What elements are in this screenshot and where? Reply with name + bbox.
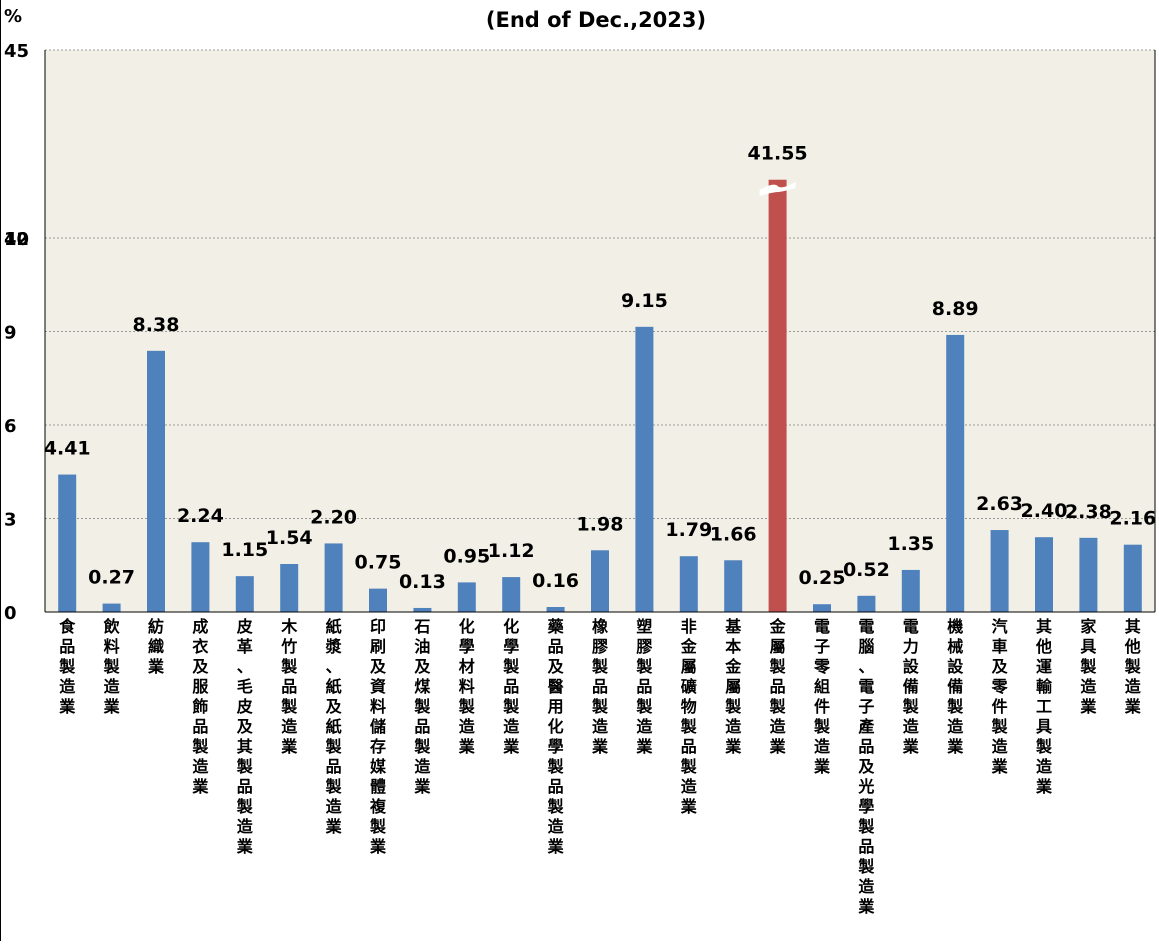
bar [1123, 544, 1142, 612]
data-label: 1.79 [665, 519, 712, 541]
data-label: 4.41 [44, 438, 91, 460]
data-label: 1.35 [887, 533, 934, 555]
y-axis-unit-label: % [4, 6, 22, 27]
y-tick-label: 6 [4, 416, 17, 437]
data-label: 0.52 [843, 559, 890, 581]
data-label: 1.12 [488, 540, 535, 562]
data-label: 0.16 [532, 570, 579, 592]
category-label: 飲料製造業 [103, 617, 121, 716]
bar [591, 550, 609, 612]
data-label: 2.20 [310, 506, 357, 528]
bar [102, 603, 121, 612]
category-label: 其他運輸工具製造業 [1035, 617, 1053, 796]
category-label: 電子零組件製造業 [813, 617, 831, 776]
category-label: 非金屬礦物製品製造業 [680, 617, 698, 816]
bar [946, 334, 965, 612]
category-label: 成衣及服飾品製造業 [191, 617, 209, 796]
category-label: 電腦、電子產品及光學製品製造業 [857, 617, 875, 916]
category-label: 電力設備製造業 [902, 617, 920, 756]
bar [191, 542, 210, 612]
bar [147, 350, 165, 612]
y-tick-label: 45 [4, 41, 29, 62]
data-label: 0.25 [799, 567, 846, 589]
bar [324, 543, 343, 612]
data-label: 2.24 [177, 505, 224, 527]
bar [635, 326, 654, 612]
bar [679, 556, 698, 612]
category-label: 基本金屬製造業 [724, 617, 742, 756]
bar [457, 582, 476, 612]
chart-title: (End of Dec.,2023) [486, 8, 706, 32]
category-label: 機械設備製造業 [946, 617, 964, 756]
bar [768, 179, 787, 612]
category-label: 塑膠製品製造業 [635, 617, 653, 756]
category-label: 汽車及零件製造業 [991, 617, 1009, 776]
data-label: 1.54 [266, 527, 313, 549]
bar [813, 604, 831, 612]
data-label: 1.15 [221, 539, 268, 561]
bar [724, 560, 743, 612]
bar [990, 530, 1009, 612]
x-axis-categories: 食品製造業 飲料製造業 紡織業 成衣及服飾品製造業 皮革、毛皮及其製品製造業 木竹製品製造… [58, 617, 1142, 916]
category-label: 其他製造業 [1124, 617, 1142, 716]
category-label: 家具製造業 [1079, 617, 1097, 716]
data-label: 41.55 [748, 143, 808, 165]
bar [502, 577, 521, 612]
data-labels: 4.41 0.27 8.38 2.24 1.151.542.20 0.750.13 0.95… [44, 143, 1156, 593]
data-label: 8.38 [133, 314, 180, 336]
y-tick-label: 40 [4, 229, 29, 250]
bar [280, 564, 299, 612]
category-label: 紙漿、紙及紙製品製造業 [325, 617, 343, 836]
axis-break-marker [759, 182, 796, 196]
data-label: 2.40 [1021, 500, 1068, 522]
data-label: 9.15 [621, 290, 668, 312]
bar [546, 607, 565, 612]
category-label: 食品製造業 [58, 617, 76, 716]
data-label: 8.89 [932, 298, 979, 320]
category-label: 印刷及資料儲存媒體複製業 [369, 617, 387, 856]
bar [369, 588, 387, 612]
y-tick-label: 3 [4, 510, 17, 531]
category-label: 化學材料製造業 [458, 617, 476, 756]
category-label: 木竹製品製造業 [280, 617, 298, 756]
y-tick-label: 9 [4, 323, 17, 344]
data-label: 1.66 [710, 523, 757, 545]
y-tick-label: 12 [4, 229, 29, 250]
y-tick-label: 0 [4, 603, 17, 624]
category-label: 石油及煤製品製造業 [413, 617, 431, 796]
bar [857, 595, 876, 612]
data-label: 0.95 [443, 545, 490, 567]
data-label: 2.16 [1109, 508, 1156, 530]
category-label: 化學製品製造業 [502, 617, 520, 756]
data-label: 0.75 [355, 552, 402, 574]
data-label: 0.27 [88, 567, 135, 589]
data-label: 0.13 [399, 571, 446, 593]
category-label: 皮革、毛皮及其製品製造業 [236, 617, 254, 856]
category-label: 橡膠製品製造業 [591, 617, 609, 756]
bar [901, 569, 920, 612]
bar [1035, 537, 1053, 612]
bar [235, 576, 254, 612]
gridlines [45, 49, 1155, 519]
bars [58, 179, 1142, 612]
data-label: 2.38 [1065, 501, 1112, 523]
bar [1079, 537, 1098, 612]
data-label: 2.63 [976, 493, 1023, 515]
category-label: 金屬製品製造業 [769, 617, 787, 756]
category-label: 藥品及醫用化學製品製造業 [547, 617, 565, 856]
bar [58, 474, 77, 612]
bar [413, 607, 432, 612]
category-label: 紡織業 [147, 617, 165, 676]
data-label: 1.98 [577, 513, 624, 535]
